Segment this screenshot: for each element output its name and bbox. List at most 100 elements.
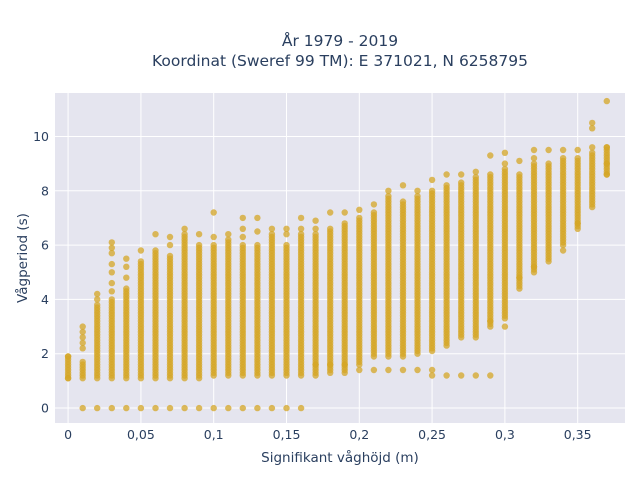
data-point [516, 274, 523, 281]
data-point [312, 225, 319, 232]
data-point [312, 231, 319, 238]
data-point [589, 125, 596, 132]
data-point [225, 236, 232, 243]
data-point [225, 404, 232, 412]
data-point [472, 174, 479, 181]
data-point [501, 160, 509, 167]
x-axis-title: Signifikant våghöjd (m) [261, 449, 419, 466]
data-point [195, 404, 203, 412]
data-point [254, 214, 261, 222]
data-point [399, 198, 407, 205]
data-point [356, 206, 363, 213]
data-point [94, 296, 101, 303]
data-point [516, 171, 523, 178]
y-tick-label: 0 [41, 401, 49, 416]
data-point [501, 149, 509, 156]
data-point [589, 149, 596, 156]
data-point [283, 241, 290, 249]
data-point [152, 247, 159, 254]
data-point [370, 209, 378, 216]
data-point [472, 168, 479, 175]
data-point [428, 366, 436, 374]
data-point [341, 361, 348, 368]
x-tick-label: 0,15 [273, 427, 301, 442]
data-point [487, 152, 494, 159]
chart-title-line1: År 1979 - 2019 [282, 31, 398, 50]
data-point [603, 97, 610, 105]
data-point [108, 260, 116, 268]
data-point [458, 179, 465, 186]
data-point [297, 225, 305, 232]
data-point [399, 366, 407, 374]
data-point [123, 285, 130, 292]
data-point [239, 225, 246, 232]
data-point [487, 171, 494, 178]
data-point [210, 404, 217, 412]
data-point [443, 171, 450, 178]
data-point [530, 155, 538, 162]
data-point [239, 241, 246, 249]
data-point [370, 201, 378, 208]
data-point [603, 144, 610, 151]
data-point [516, 157, 523, 165]
data-point [312, 217, 319, 224]
data-point [108, 239, 116, 246]
data-point [79, 334, 86, 341]
data-point [327, 225, 334, 232]
data-point [312, 361, 319, 368]
data-point [327, 209, 334, 216]
data-point [79, 358, 86, 366]
data-point [108, 279, 116, 287]
data-point [239, 214, 246, 222]
data-point [123, 255, 130, 262]
data-point [530, 146, 538, 154]
y-axis-title: Vågperiod (s) [14, 213, 31, 303]
data-point [487, 372, 494, 379]
data-point [268, 225, 276, 232]
data-point [559, 155, 567, 162]
data-point [574, 146, 581, 154]
data-point [327, 361, 334, 368]
y-tick-label: 10 [33, 129, 49, 144]
data-point [225, 231, 232, 238]
x-tick-label: 0,25 [418, 427, 446, 442]
y-tick-label: 8 [41, 183, 49, 198]
data-point [385, 187, 392, 194]
x-tick-label: 0,2 [349, 427, 369, 442]
data-point [195, 231, 203, 238]
data-point [181, 225, 188, 232]
x-tick-label: 0,35 [564, 427, 592, 442]
data-point [472, 372, 479, 379]
y-tick-labels: 0 2 4 6 8 10 [33, 129, 49, 416]
data-point [283, 231, 290, 238]
data-point [210, 241, 217, 249]
data-point [283, 404, 290, 412]
plot-area [55, 93, 625, 423]
data-point [356, 214, 363, 222]
data-point [559, 247, 567, 254]
data-point [603, 160, 610, 167]
data-point [501, 323, 509, 330]
data-points [64, 97, 610, 412]
data-point [574, 220, 581, 227]
data-point [399, 182, 407, 189]
data-point [603, 171, 610, 178]
data-point [458, 171, 465, 178]
data-point [268, 231, 276, 238]
data-point [574, 155, 581, 162]
data-point [108, 250, 116, 257]
data-point [79, 328, 86, 336]
data-point [137, 404, 145, 412]
data-point [428, 372, 436, 379]
data-point [108, 288, 116, 295]
data-point [428, 176, 436, 184]
data-point [166, 404, 174, 412]
data-point [530, 160, 538, 167]
chart-title-line2: Koordinat (Sweref 99 TM): E 371021, N 62… [152, 52, 528, 70]
x-tick-label: 0,1 [204, 427, 224, 442]
data-point [487, 317, 494, 325]
data-point [79, 404, 86, 412]
data-point [297, 231, 305, 238]
data-point [545, 160, 552, 167]
data-point [94, 404, 101, 412]
